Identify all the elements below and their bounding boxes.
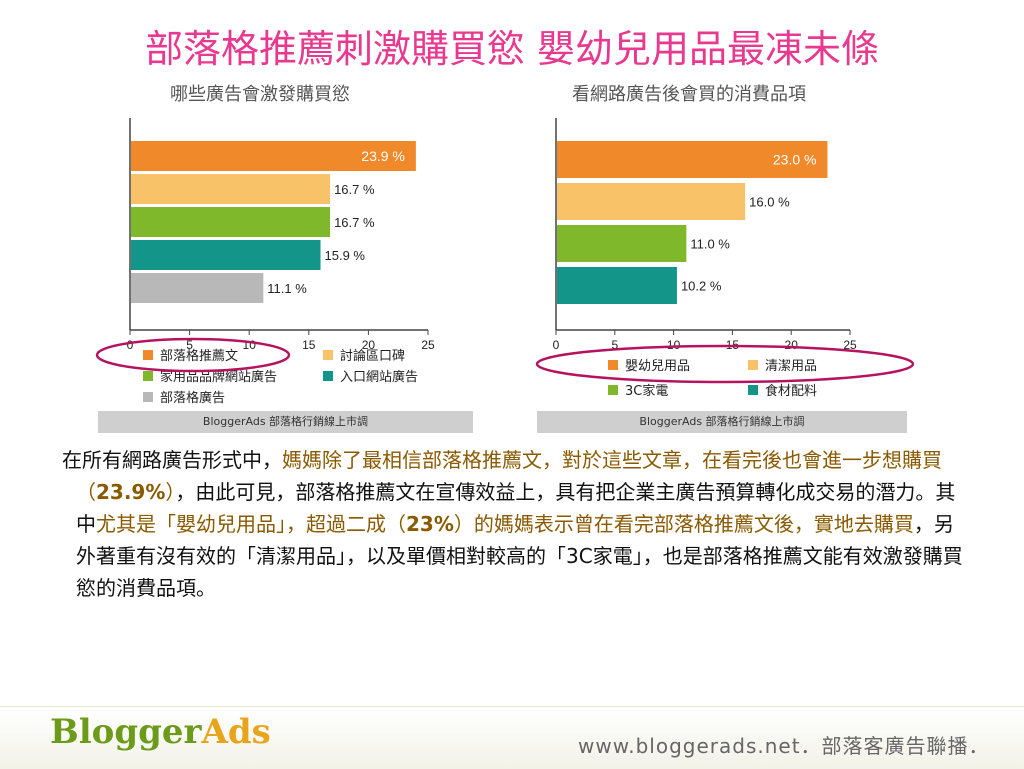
body-text-3c: 3C <box>566 544 593 568</box>
footer-band <box>0 706 1024 769</box>
legend-label: 家用品品牌網站廣告 <box>160 369 277 385</box>
bar-value-label: 10.2 % <box>681 279 722 294</box>
legend-label: 入口網站廣告 <box>340 370 418 385</box>
bar-value-label: 16.7 % <box>334 215 375 230</box>
x-tick-label: 20 <box>362 338 376 352</box>
x-tick-label: 10 <box>667 338 681 352</box>
legend-label: 食材配料 <box>765 383 817 399</box>
chart1-title: 哪些廣告會激發購買慾 <box>170 84 350 105</box>
x-tick-label: 0 <box>553 338 560 352</box>
body-highlight-2: 尤其是「嬰幼兒用品」，超過二成（ <box>96 512 406 536</box>
x-tick-label: 20 <box>785 338 799 352</box>
x-tick-label: 25 <box>843 338 857 352</box>
chart1: 0 5 10 15 20 25 23.9 % 16.7 % 16.7 % 15.9 % 11.1 %… <box>95 118 435 406</box>
chart2-source: BloggerAds 部落格行銷線上市調 <box>537 411 907 433</box>
x-tick-label: 15 <box>302 338 316 352</box>
bar-1 <box>131 141 416 171</box>
legend-swatch <box>748 385 758 395</box>
highlight-ellipse <box>535 344 915 384</box>
bar-3 <box>557 225 687 262</box>
legend-swatch <box>608 360 618 370</box>
bar-value-label: 11.0 % <box>690 237 730 252</box>
legend-swatch <box>323 350 333 360</box>
bar-value-label: 23.9 % <box>361 148 405 164</box>
bar-value-label: 16.0 % <box>749 195 790 210</box>
bar-5 <box>131 273 264 303</box>
body-paragraph: 在所有網路廣告形式中，媽媽除了最相信部落格推薦文，對於這些文章，在看完後也會進一… <box>62 444 967 604</box>
body-text-4: 家電」，也是部落格推薦文能有效激發購買慾的消費品項。 <box>76 544 963 600</box>
chart2-title: 看網路廣告後會買的消費品項 <box>572 84 806 105</box>
body-text-2: ，由此可見，部落格推薦文在宣傳效益上，具有把企業主廣告預算轉化成交易的潛力。其中 <box>76 480 956 536</box>
body-highlight-close-1: ） <box>165 480 176 504</box>
legend-label: 嬰幼兒用品 <box>625 359 690 374</box>
legend-label: 清潔用品 <box>765 359 817 374</box>
x-tick-label: 0 <box>127 338 134 352</box>
chart2: 0 5 10 15 20 2523.0 %16.0 %11.0 %10.2 %嬰幼兒用品清… <box>535 118 915 399</box>
legend-label: 討論區口碑 <box>340 348 405 364</box>
legend-swatch <box>143 392 153 402</box>
page-title: 部落格推薦刺激購買慾 嬰幼兒用品最凍未條 <box>144 27 880 71</box>
x-tick-label: 10 <box>243 338 257 352</box>
body-highlight-pct-2: 23% <box>406 512 454 536</box>
bar-3 <box>131 207 331 237</box>
legend-label: 部落格推薦文 <box>160 348 238 364</box>
chart1-source: BloggerAds 部落格行銷線上市調 <box>98 411 473 433</box>
bar-1 <box>557 141 828 178</box>
bar-value-label: 11.1 % <box>267 281 307 296</box>
legend-swatch <box>748 360 758 370</box>
body-highlight-3: ）的媽媽表示曾在看完部落格推薦文後，實地去購買 <box>453 512 914 536</box>
footer-url: www.bloggerads.net．部落客廣告聯播． <box>578 734 990 758</box>
bloggerads-logo: BloggerAds <box>50 712 271 752</box>
bar-value-label: 16.7 % <box>334 182 375 197</box>
highlight-ellipse <box>95 337 291 373</box>
legend-swatch <box>323 371 333 381</box>
bar-value-label: 23.0 % <box>773 152 817 168</box>
legend-swatch <box>143 350 153 360</box>
body-text-1: 在所有網路廣告形式中， <box>62 448 282 472</box>
body-text-3: ，另外著重有沒有效的「清潔用品」，以及單價相對較高的「 <box>76 512 954 568</box>
legend-label: 3C家電 <box>625 383 668 399</box>
body-highlight-pct-1: 23.9% <box>96 480 166 504</box>
bar-value-label: 15.9 % <box>325 248 366 263</box>
x-tick-label: 5 <box>186 338 193 352</box>
x-tick-label: 5 <box>611 338 618 352</box>
bar-2 <box>557 183 746 220</box>
body-highlight-1: 媽媽除了最相信部落格推薦文，對於這些文章，在看完後也會進一步想購買（ <box>76 448 942 504</box>
legend-label: 部落格廣告 <box>160 390 225 406</box>
legend-swatch <box>608 385 618 395</box>
bar-2 <box>131 174 331 204</box>
bar-4 <box>131 240 321 270</box>
x-tick-label: 25 <box>421 338 435 352</box>
legend-swatch <box>143 371 153 381</box>
bar-4 <box>557 267 677 304</box>
